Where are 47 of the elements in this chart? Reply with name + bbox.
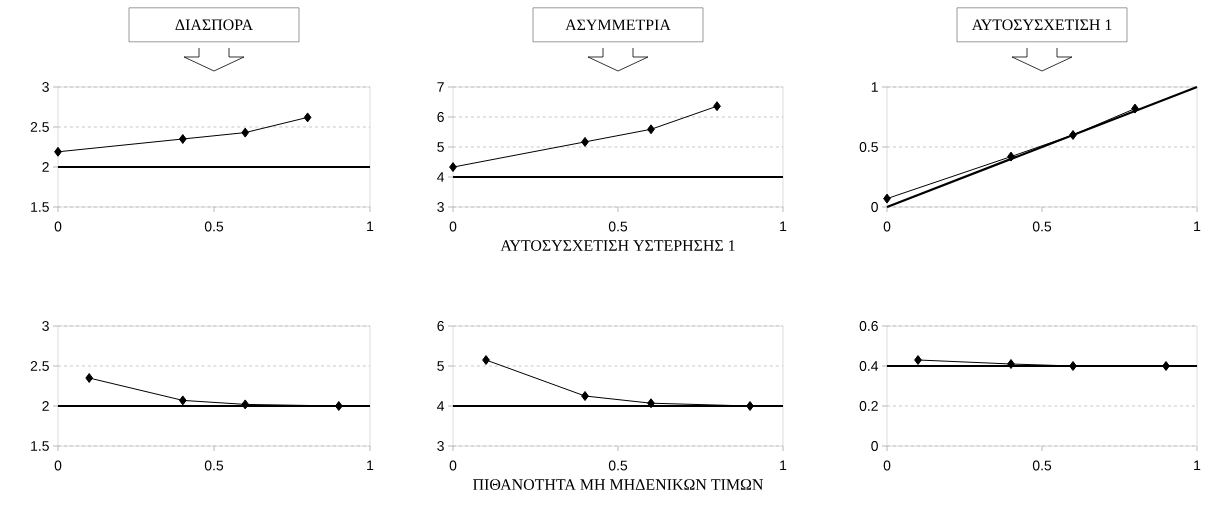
y-tick-label: 0 — [871, 441, 878, 451]
y-tick-label: 4 — [437, 401, 445, 411]
x-tick-label: 0.5 — [1032, 460, 1052, 471]
x-tick-label: 0.5 — [1032, 221, 1052, 232]
y-tick-label: 5 — [437, 142, 444, 152]
y-tick-label: 3 — [437, 441, 444, 451]
y-tick-label: 7 — [437, 82, 444, 92]
y-tick-label: 0.5 — [859, 142, 878, 152]
y-tick-label: 2 — [42, 162, 49, 172]
x-axis-title: ΑΥΤΟΣΥΣΧΕΤΙΣΗ ΥΣΤΕΡΗΣΗΣ 1 — [500, 240, 735, 251]
y-tick-label: 1 — [871, 82, 878, 92]
x-tick-label: 1 — [1194, 221, 1201, 232]
y-tick-label: 1.5 — [31, 202, 49, 212]
y-tick-label: 0.6 — [859, 321, 878, 331]
y-tick-label: 6 — [437, 321, 444, 331]
y-tick-label: 2 — [42, 401, 49, 411]
x-tick-label: 0.5 — [204, 221, 224, 232]
x-tick-label: 0 — [54, 460, 62, 471]
y-tick-label: 3 — [42, 82, 49, 92]
x-tick-label: 0 — [883, 221, 891, 232]
chart-title: ΔΙΑΣΠΟΡΑ — [175, 19, 254, 31]
y-tick-label: 0 — [871, 202, 878, 212]
x-axis-title: ΠΙΘΑΝΟΤΗΤΑ ΜΗ ΜΗΔΕΝΙΚΩΝ ΤΙΜΩΝ — [473, 479, 764, 490]
x-tick-label: 1 — [1194, 460, 1201, 471]
chart-title: ΑΣΥΜΜΕΤΡΙΑ — [565, 19, 671, 31]
y-tick-label: 2.5 — [30, 361, 49, 371]
y-tick-label: 4 — [437, 172, 445, 182]
x-tick-label: 0 — [449, 460, 457, 471]
y-tick-label: 0.2 — [859, 401, 878, 411]
y-tick-label: 5 — [437, 361, 444, 371]
x-tick-label: 1 — [780, 460, 787, 471]
y-tick-label: 6 — [437, 112, 444, 122]
x-tick-label: 0 — [449, 221, 457, 232]
x-tick-label: 0 — [883, 460, 891, 471]
x-tick-label: 0.5 — [608, 221, 628, 232]
x-tick-label: 0.5 — [608, 460, 628, 471]
x-tick-label: 0 — [54, 221, 62, 232]
x-tick-label: 1 — [367, 460, 374, 471]
y-tick-label: 2.5 — [30, 122, 49, 132]
chart-title: ΑΥΤΟΣΥΣΧΕΤΙΣΗ 1 — [971, 19, 1112, 31]
y-tick-label: 0.4 — [859, 361, 879, 371]
x-tick-label: 1 — [780, 221, 787, 232]
y-tick-label: 3 — [437, 202, 444, 212]
y-tick-label: 1.5 — [31, 441, 49, 451]
y-tick-label: 3 — [42, 321, 49, 331]
x-tick-label: 1 — [367, 221, 374, 232]
x-tick-label: 0.5 — [204, 460, 224, 471]
